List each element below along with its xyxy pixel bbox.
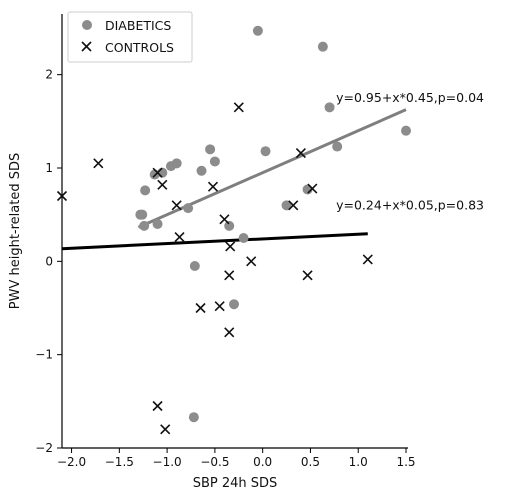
point-controls bbox=[152, 167, 163, 178]
point-controls bbox=[171, 200, 182, 211]
fit-equation: y=0.95+x*0.45,p=0.04 bbox=[336, 90, 484, 105]
point-diabetics bbox=[238, 233, 249, 243]
point-controls bbox=[224, 270, 235, 281]
regression-line-controls bbox=[61, 232, 368, 251]
x-tick-label: −2.0 bbox=[57, 455, 86, 469]
point-controls bbox=[157, 179, 168, 190]
point-controls bbox=[56, 190, 68, 202]
legend-label-controls: CONTROLS bbox=[105, 40, 174, 55]
point-controls bbox=[174, 232, 185, 243]
point-diabetics bbox=[209, 156, 220, 167]
point-controls bbox=[219, 214, 230, 225]
y-axis-title: PWV height-related SDS bbox=[8, 153, 23, 309]
y-tick-label: −1 bbox=[35, 348, 53, 362]
point-diabetics bbox=[139, 220, 150, 231]
point-diabetics bbox=[252, 25, 263, 36]
point-diabetics bbox=[205, 144, 216, 155]
axes bbox=[61, 14, 408, 449]
point-diabetics bbox=[152, 219, 163, 229]
x-tick-label: −1.5 bbox=[105, 455, 134, 469]
legend-label-diabetics: DIABETICS bbox=[105, 18, 171, 33]
annotations: y=0.95+x*0.45,p=0.04 y=0.24+x*0.05,p=0.83 bbox=[336, 90, 484, 212]
point-controls bbox=[302, 270, 313, 281]
point-diabetics bbox=[260, 146, 271, 157]
point-controls bbox=[362, 254, 373, 265]
regression-line-diabetics bbox=[137, 108, 407, 229]
point-diabetics bbox=[332, 141, 343, 152]
point-diabetics bbox=[165, 161, 176, 172]
y-ticks: −2 −1 0 1 2 bbox=[35, 68, 62, 455]
point-controls bbox=[93, 158, 104, 169]
point-controls bbox=[246, 256, 257, 267]
point-controls bbox=[160, 424, 171, 435]
point-diabetics bbox=[188, 412, 199, 423]
point-controls bbox=[288, 200, 299, 211]
point-diabetics bbox=[401, 125, 411, 136]
point-controls bbox=[224, 327, 235, 338]
point-diabetics bbox=[317, 41, 328, 52]
point-diabetics bbox=[189, 261, 200, 271]
x-tick-label: 0.0 bbox=[253, 455, 272, 469]
y-tick-label: −2 bbox=[35, 441, 53, 455]
point-diabetics bbox=[137, 209, 148, 220]
point-diabetics bbox=[224, 220, 235, 231]
legend-marker-diabetics bbox=[82, 20, 92, 30]
legend-marker-controls bbox=[81, 41, 92, 52]
y-tick-label: 2 bbox=[45, 68, 53, 82]
x-tick-label: 1.0 bbox=[349, 455, 368, 469]
point-controls bbox=[195, 302, 206, 314]
point-diabetics bbox=[324, 102, 335, 113]
x-tick-label: 0.5 bbox=[301, 455, 320, 469]
point-controls bbox=[307, 183, 318, 194]
x-tick-label: 1.5 bbox=[396, 455, 415, 469]
point-diabetics bbox=[183, 203, 194, 214]
legend-frame bbox=[67, 11, 193, 63]
point-controls bbox=[225, 241, 236, 252]
point-diabetics bbox=[140, 185, 151, 196]
regression-lines bbox=[61, 108, 407, 251]
point-controls bbox=[152, 400, 163, 412]
y-tick-label: 0 bbox=[45, 254, 53, 268]
x-ticks: −2.0 −1.5 −1.0 −0.5 0.0 0.5 1.0 1.5 bbox=[57, 448, 416, 469]
point-diabetics bbox=[281, 200, 292, 211]
point-diabetics bbox=[229, 299, 239, 310]
x-axis-title: SBP 24h SDS bbox=[193, 476, 278, 491]
data-points bbox=[56, 25, 411, 435]
x-tick-label: −0.5 bbox=[200, 455, 229, 469]
point-controls bbox=[214, 301, 225, 312]
point-controls bbox=[207, 181, 219, 192]
point-controls bbox=[233, 102, 244, 113]
fit-equation: y=0.24+x*0.05,p=0.83 bbox=[336, 197, 484, 212]
legend: DIABETICS CONTROLS bbox=[67, 11, 193, 63]
point-controls bbox=[295, 148, 306, 159]
x-tick-label: −1.0 bbox=[153, 455, 182, 469]
point-diabetics bbox=[196, 165, 207, 176]
y-tick-label: 1 bbox=[45, 161, 53, 175]
